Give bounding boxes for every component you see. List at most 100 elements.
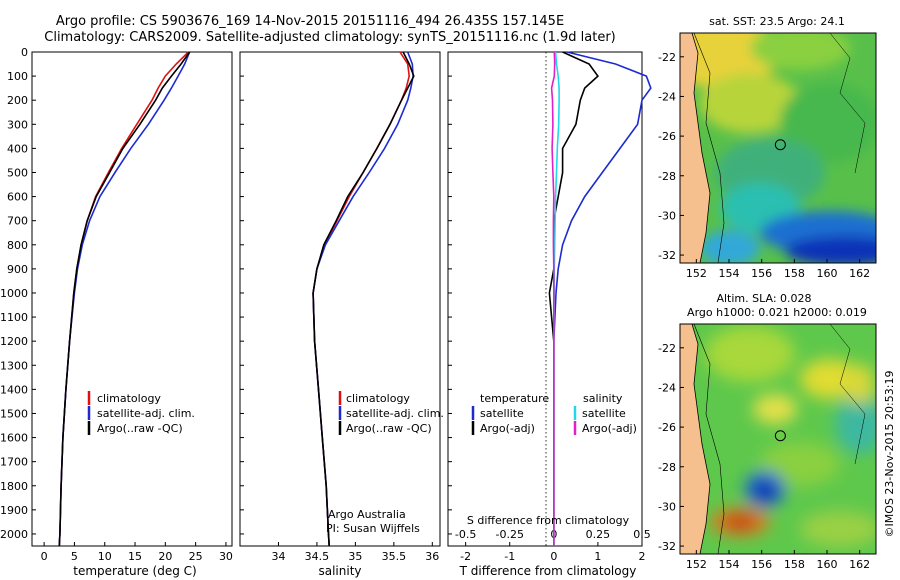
argo-australia-label: Argo Australia [328, 508, 406, 521]
map-y-tick-label: -28 [658, 461, 676, 474]
sst-bathymetry-contour-2 [829, 33, 866, 174]
sla-map-area [680, 324, 876, 554]
x-tick-label: 30 [219, 550, 233, 563]
sst-bathymetry-contour [693, 33, 725, 263]
map-x-tick-label: 156 [751, 558, 772, 571]
depth-tick-label: 0 [21, 46, 28, 59]
sst-x-tick-labels: 152 154 156 158 160 162 [686, 259, 870, 280]
imos-credit: ©IMOS 23-Nov-2015 20:53:19 [883, 371, 896, 538]
x-tick-label: 0 [550, 550, 557, 563]
temperature-xlabel: temperature (deg C) [73, 564, 196, 578]
sla-map-frame [679, 323, 877, 555]
map-y-tick-label: -30 [658, 209, 676, 222]
difference-panel: -2 -1 0 1 2-0.5 -0.25 0 0.25 0.5 S difference fr… [447, 51, 652, 578]
sst-map-area [680, 33, 876, 263]
x-tick-label: 34.5 [305, 550, 330, 563]
salinity-axes-box [239, 51, 441, 547]
figure-title-line2: Climatology: CARS2009. Satellite-adjuste… [44, 30, 616, 45]
depth-tick-label: 1700 [0, 456, 28, 469]
legend-label-argo: Argo(..raw -QC) [346, 422, 432, 435]
x-tick-label: 35.5 [382, 550, 407, 563]
map-y-tick-label: -22 [658, 51, 676, 64]
salinity-legend: climatology satellite-adj. clim. Argo(..… [338, 391, 444, 435]
map-y-tick-label: -28 [658, 170, 676, 183]
map-x-tick-label: 160 [817, 558, 838, 571]
x-tick-label: 35 [348, 550, 362, 563]
x-tick-label: -1 [504, 550, 515, 563]
profile-line-salinity-argo-adj- [550, 51, 556, 546]
figure-title-line1: Argo profile: CS 5903676_169 14-Nov-2015… [56, 14, 564, 29]
s-x-tick-label: 0.5 [633, 528, 651, 541]
legend-label-satellite: satellite-adj. clim. [97, 407, 195, 420]
depth-tick-label: 1100 [0, 311, 28, 324]
map-y-tick-label: -32 [658, 540, 676, 553]
profile-line-argo-raw-qc- [312, 51, 415, 547]
map-x-tick-label: 158 [784, 558, 805, 571]
depth-tick-label: 1900 [0, 504, 28, 517]
map-x-tick-label: 160 [817, 267, 838, 280]
sla-y-tick-labels: -22 -24 -26 -28 -30 -32 [658, 342, 684, 553]
legend-label-temp-satellite: satellite [480, 407, 524, 420]
profile-line-satellite-adj-clim- [58, 51, 191, 547]
x-tick-label: 15 [128, 550, 142, 563]
temperature-panel: 0100200300400500600700800900100011001200… [0, 46, 233, 578]
depth-tick-label: 1000 [0, 287, 28, 300]
x-tick-label: 0 [41, 550, 48, 563]
depth-tick-label: 100 [7, 70, 28, 83]
map-y-tick-label: -22 [658, 342, 676, 355]
difference-axes-box [447, 51, 643, 547]
depth-tick-label: 1400 [0, 383, 28, 396]
s-difference-label: S difference from climatology [467, 514, 630, 527]
depth-tick-label: 800 [7, 239, 28, 252]
map-x-tick-label: 158 [784, 267, 805, 280]
profile-line-argo-raw-qc- [58, 51, 191, 547]
depth-tick-label: 400 [7, 142, 28, 155]
depth-tick-label: 900 [7, 263, 28, 276]
legend-label-climatology: climatology [97, 392, 161, 405]
profile-line-climatology [58, 51, 189, 547]
legend-label-sal-satellite: satellite [582, 407, 626, 420]
sla-map-title-line2: Argo h1000: 0.021 h2000: 0.019 [687, 306, 867, 319]
depth-tick-label: 1300 [0, 359, 28, 372]
salinity-profiles [312, 51, 415, 547]
x-tick-label: 1 [594, 550, 601, 563]
x-tick-label: 10 [98, 550, 112, 563]
depth-tick-label: 300 [7, 118, 28, 131]
depth-tick-label: 1200 [0, 335, 28, 348]
legend-label-sal-argo: Argo(-adj) [582, 422, 637, 435]
difference-profiles [548, 51, 652, 546]
map-y-tick-label: -24 [658, 381, 676, 394]
depth-tick-label: 2000 [0, 528, 28, 541]
profile-line-temperature-argo-adj- [548, 51, 599, 546]
profile-line-temperature-satellite [552, 51, 652, 546]
map-x-tick-label: 156 [751, 267, 772, 280]
map-y-tick-label: -32 [658, 249, 676, 262]
x-tick-label: 36 [425, 550, 439, 563]
x-tick-label: 34 [271, 550, 285, 563]
sst-coastline-land [680, 33, 711, 263]
sla-x-tick-labels: 152 154 156 158 160 162 [686, 550, 870, 571]
map-x-tick-label: 154 [719, 558, 740, 571]
legend-title-salinity: salinity [583, 392, 623, 405]
difference-legend: temperature salinity satellite Argo(-adj… [471, 392, 637, 435]
difference-x-ticks: -2 -1 0 1 2-0.5 -0.25 0 0.25 0.5 [448, 51, 651, 563]
sla-map-title-line1: Altim. SLA: 0.028 [716, 292, 811, 305]
temperature-legend: climatology satellite-adj. clim. Argo(..… [87, 391, 195, 435]
depth-tick-label: 500 [7, 166, 28, 179]
sla-coastline-land [680, 324, 711, 554]
s-x-tick-label: -0.25 [495, 528, 523, 541]
sst-map-title: sat. SST: 23.5 Argo: 24.1 [709, 15, 845, 28]
x-tick-label: 20 [158, 550, 172, 563]
pi-label: PI: Susan Wijffels [326, 522, 420, 535]
salinity-panel: 34 34.5 35 35.5 36 salinity climatology sate… [239, 51, 444, 578]
profile-line-satellite-adj-clim- [312, 51, 414, 547]
depth-tick-label: 600 [7, 191, 28, 204]
legend-title-temperature: temperature [480, 392, 549, 405]
legend-label-argo: Argo(..raw -QC) [97, 422, 183, 435]
map-x-tick-label: 162 [849, 558, 870, 571]
map-x-tick-label: 162 [849, 267, 870, 280]
depth-tick-label: 1800 [0, 480, 28, 493]
depth-tick-label: 1500 [0, 407, 28, 420]
depth-tick-labels: 0 100 200 300 400 500 600 700 800 900 1000 1100 1200… [0, 46, 28, 541]
